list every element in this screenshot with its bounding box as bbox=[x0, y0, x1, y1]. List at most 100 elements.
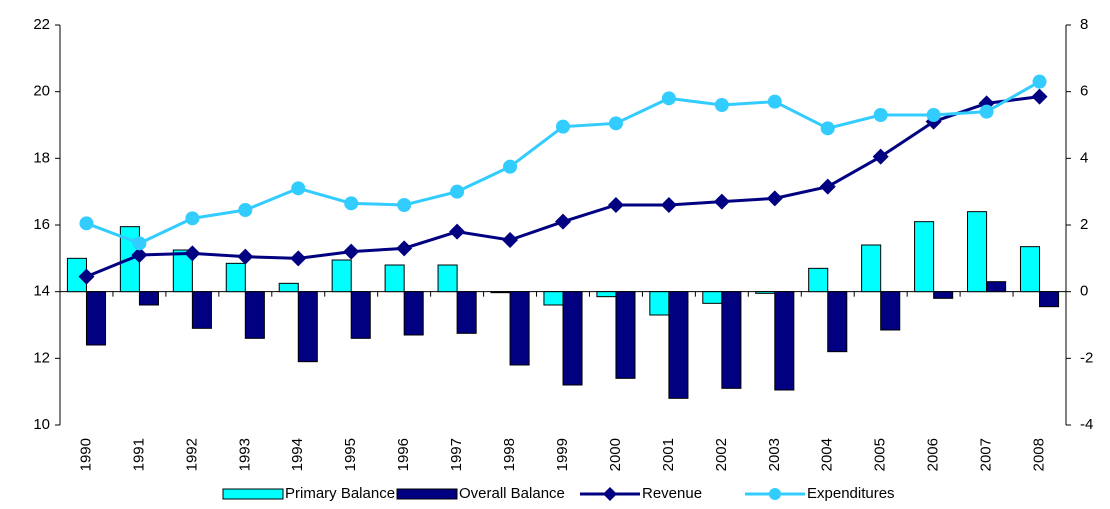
legend-label: Revenue bbox=[642, 485, 702, 502]
bar bbox=[721, 291, 742, 389]
x-tick-label: 1990 bbox=[77, 438, 94, 471]
bar bbox=[403, 291, 424, 336]
marker bbox=[555, 213, 571, 230]
bar bbox=[861, 244, 882, 293]
marker bbox=[766, 190, 783, 207]
marker bbox=[926, 108, 941, 122]
x-tick-label: 1992 bbox=[183, 438, 200, 471]
marker bbox=[291, 181, 306, 196]
marker bbox=[237, 248, 254, 265]
bar bbox=[1019, 246, 1041, 293]
marker bbox=[238, 203, 253, 217]
legend-key bbox=[603, 487, 617, 501]
bar bbox=[827, 291, 848, 353]
bar bbox=[278, 282, 299, 293]
x-tick-label: 1997 bbox=[448, 438, 465, 471]
x-tick-label: 2002 bbox=[713, 438, 730, 471]
marker bbox=[1032, 74, 1047, 89]
x-tick-label: 2006 bbox=[925, 438, 942, 471]
bar bbox=[808, 267, 829, 293]
marker bbox=[290, 250, 307, 267]
bar bbox=[331, 259, 352, 293]
x-tick-label: 2001 bbox=[660, 438, 677, 471]
marker bbox=[78, 268, 95, 285]
marker bbox=[132, 236, 147, 251]
x-tick-label: 1999 bbox=[554, 438, 571, 471]
marker bbox=[661, 91, 676, 106]
legend-key bbox=[769, 488, 781, 500]
x-tick-label: 1993 bbox=[236, 438, 253, 471]
marker bbox=[767, 94, 782, 109]
bar bbox=[191, 291, 212, 329]
marker bbox=[820, 121, 835, 136]
marker bbox=[872, 148, 889, 165]
bar bbox=[702, 291, 723, 304]
bar bbox=[933, 291, 954, 299]
marker bbox=[1031, 88, 1048, 105]
bar bbox=[914, 221, 935, 293]
legend-key bbox=[396, 488, 458, 500]
x-tick-label: 1995 bbox=[342, 438, 359, 471]
marker bbox=[79, 216, 94, 231]
x-tick-label: 1998 bbox=[501, 438, 518, 471]
marker bbox=[344, 196, 359, 211]
bar bbox=[774, 291, 795, 391]
y2-tick-label: 4 bbox=[1080, 149, 1088, 166]
bar bbox=[456, 291, 477, 334]
y2-tick-label: -4 bbox=[1080, 416, 1093, 433]
bar bbox=[384, 264, 405, 293]
x-tick-label: 1991 bbox=[130, 438, 147, 471]
marker bbox=[714, 98, 729, 112]
marker bbox=[660, 197, 677, 213]
marker bbox=[607, 197, 624, 213]
x-tick-label: 2008 bbox=[1030, 438, 1047, 471]
y-tick-label: 22 bbox=[33, 16, 50, 33]
marker bbox=[185, 211, 200, 226]
bar bbox=[244, 291, 265, 339]
marker bbox=[819, 178, 836, 195]
x-tick-label: 1996 bbox=[395, 438, 412, 471]
bar bbox=[85, 291, 107, 346]
bar bbox=[1039, 291, 1060, 308]
x-tick-label: 2000 bbox=[607, 438, 624, 471]
x-tick-label: 2007 bbox=[978, 438, 995, 471]
marker bbox=[343, 243, 360, 260]
bar bbox=[615, 291, 636, 379]
y-tick-label: 10 bbox=[33, 416, 50, 433]
marker bbox=[396, 240, 413, 257]
x-tick-label: 2004 bbox=[819, 438, 836, 471]
bar bbox=[649, 291, 670, 316]
marker bbox=[502, 232, 519, 248]
marker bbox=[450, 184, 465, 199]
bar bbox=[596, 291, 617, 298]
y-tick-label: 16 bbox=[33, 216, 50, 233]
bar bbox=[880, 291, 901, 331]
marker bbox=[556, 119, 570, 134]
y2-tick-label: 8 bbox=[1080, 16, 1088, 33]
marker bbox=[713, 193, 730, 210]
marker bbox=[503, 159, 518, 174]
bar bbox=[138, 291, 159, 306]
y-tick-label: 14 bbox=[33, 283, 50, 300]
bar bbox=[543, 291, 564, 306]
bar bbox=[172, 249, 193, 293]
x-tick-label: 2003 bbox=[766, 438, 783, 471]
marker bbox=[873, 108, 888, 122]
marker bbox=[608, 116, 623, 131]
y-tick-label: 12 bbox=[33, 349, 50, 366]
marker bbox=[184, 245, 201, 262]
legend-label: Primary Balance bbox=[285, 485, 395, 502]
marker bbox=[131, 247, 148, 263]
marker bbox=[397, 198, 412, 212]
bar bbox=[490, 291, 511, 294]
y2-tick-label: 2 bbox=[1080, 216, 1088, 233]
y-tick-label: 20 bbox=[33, 83, 50, 100]
y2-tick-label: 0 bbox=[1080, 283, 1088, 300]
bar bbox=[967, 211, 988, 293]
x-tick-label: 2005 bbox=[872, 438, 889, 471]
bar bbox=[986, 281, 1007, 293]
bar bbox=[755, 291, 776, 294]
marker bbox=[979, 104, 994, 119]
bar bbox=[668, 291, 689, 399]
